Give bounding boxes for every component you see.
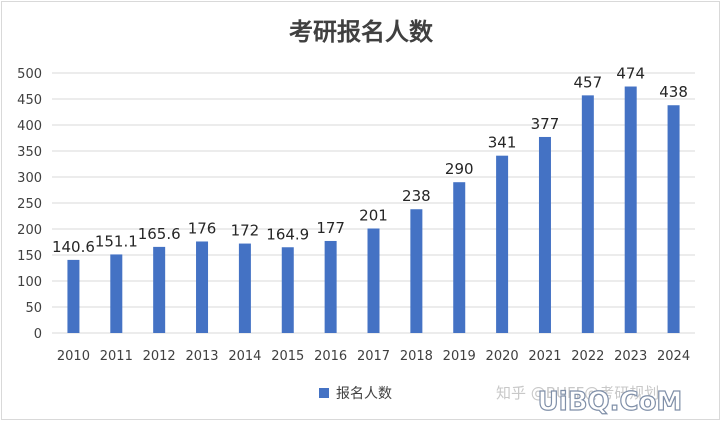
y-tick-label: 0: [34, 327, 42, 342]
data-label: 165.6: [138, 225, 181, 243]
bar: [153, 246, 166, 333]
bar: [496, 155, 509, 333]
y-axis-ticks: 0 50 100 150 200 250 300 350 400 450 500: [17, 67, 42, 342]
x-tick-label: 2011: [100, 349, 133, 364]
legend: 报名人数: [319, 386, 392, 402]
x-tick-label: 2017: [357, 349, 390, 364]
y-tick-label: 250: [17, 197, 42, 212]
data-label: 172: [231, 222, 260, 240]
y-tick-label: 350: [17, 145, 42, 160]
bar: [624, 86, 637, 334]
x-tick-label: 2015: [271, 349, 304, 364]
bar: [67, 259, 80, 333]
data-label: 164.9: [266, 225, 309, 243]
bar: [453, 182, 466, 333]
x-tick-label: 2016: [314, 349, 347, 364]
bar: [538, 136, 551, 333]
x-tick-label: 2021: [528, 349, 561, 364]
data-label: 201: [359, 206, 388, 224]
x-tick-label: 2019: [443, 349, 476, 364]
bar: [110, 254, 123, 333]
site-logo: UiBQ.CoM: [538, 387, 683, 417]
data-label: 474: [616, 65, 645, 83]
y-tick-label: 300: [17, 171, 42, 186]
y-tick-label: 450: [17, 93, 42, 108]
bar: [324, 240, 337, 333]
chart-title: 考研报名人数: [289, 17, 434, 46]
data-label: 140.6: [52, 238, 95, 256]
x-tick-label: 2018: [400, 349, 433, 364]
bar: [581, 95, 594, 333]
x-tick-label: 2012: [143, 349, 176, 364]
x-tick-label: 2024: [657, 349, 690, 364]
y-tick-label: 50: [25, 301, 42, 316]
x-tick-label: 2023: [614, 349, 647, 364]
data-label: 377: [531, 115, 560, 133]
data-label: 177: [316, 219, 345, 237]
legend-swatch: [319, 388, 329, 398]
data-label: 151.1: [95, 232, 138, 250]
data-label: 290: [445, 160, 474, 178]
data-label: 238: [402, 187, 431, 205]
x-tick-label: 2014: [228, 349, 261, 364]
data-label: 176: [188, 219, 217, 237]
bar: [410, 209, 423, 333]
x-tick-label: 2022: [571, 349, 604, 364]
watermark-text: 知乎 @BUFF@考研规划: [496, 384, 659, 402]
y-tick-label: 500: [17, 67, 42, 82]
bar: [667, 105, 680, 334]
bar: [281, 247, 294, 333]
bar: [196, 241, 209, 333]
legend-label: 报名人数: [336, 386, 392, 402]
data-label: 341: [488, 134, 517, 152]
y-tick-label: 200: [17, 223, 42, 238]
data-label: 438: [659, 83, 688, 101]
data-label: 457: [574, 73, 603, 91]
bar: [238, 243, 251, 333]
x-axis-ticks: 2010 2011 2012 2013 2014 2015 2016 2017 2018 2019…: [57, 349, 690, 364]
y-tick-label: 400: [17, 119, 42, 134]
x-tick-label: 2020: [486, 349, 519, 364]
x-tick-label: 2010: [57, 349, 90, 364]
x-tick-label: 2013: [185, 349, 218, 364]
bar: [367, 228, 380, 333]
bars: [67, 86, 680, 334]
y-tick-label: 150: [17, 249, 42, 264]
data-labels: 140.6 151.1 165.6 176 172 164.9 177 201 238 290 34…: [52, 65, 688, 256]
y-tick-label: 100: [17, 275, 42, 290]
